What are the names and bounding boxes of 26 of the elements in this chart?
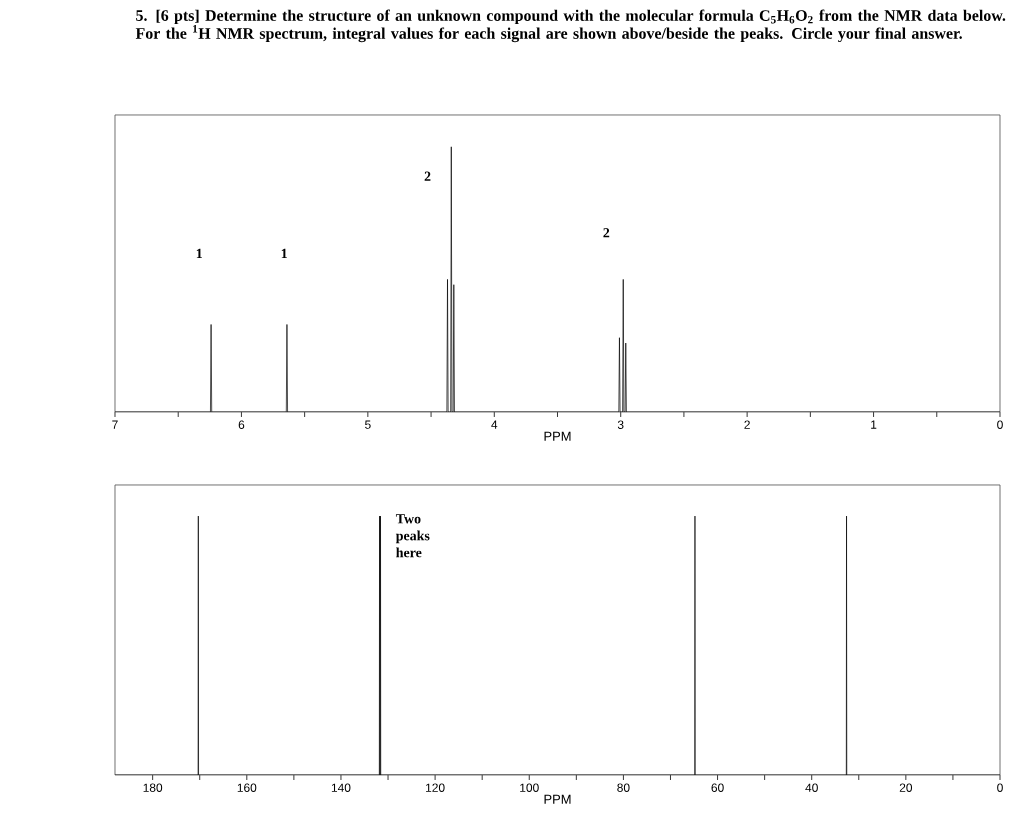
x-tick-label: 7: [112, 420, 118, 429]
annotation: Two peaks here: [395, 514, 430, 558]
x-tick-label: 2: [744, 420, 750, 429]
x-axis-title: PPM: [544, 431, 571, 441]
annotation: 1: [281, 248, 287, 259]
chart-title: 5. [6 pts] Determine the structure of an unknown compound with the molecular formula C$_{5}$H$_{6}$O$_{2}$ from the NMR data below. For the $^{1}$H NMR spectrum, integral values for each signal are shown above/beside the peaks. Circle your final answer.: [135, 9, 1006, 43]
x-tick-label: 0: [997, 420, 1003, 429]
x-tick-label: 60: [711, 783, 724, 792]
annotation: 2: [603, 228, 610, 238]
annotation: 1: [196, 248, 202, 259]
x-tick-label: 40: [805, 783, 818, 792]
x-tick-label: 140: [331, 783, 351, 792]
x-tick-label: 80: [617, 783, 630, 792]
x-tick-label: 100: [520, 783, 539, 792]
x-tick-label: 20: [899, 783, 913, 792]
x-tick-label: 120: [426, 783, 445, 792]
x-tick-label: 4: [491, 420, 498, 429]
x-tick-label: 160: [237, 783, 257, 792]
x-tick-label: 6: [238, 420, 245, 429]
x-tick-label: 0: [997, 783, 1003, 792]
x-tick-label: 5: [365, 420, 371, 429]
x-tick-label: 180: [143, 783, 163, 792]
annotation: 2: [424, 171, 431, 181]
x-axis-title: PPM: [544, 794, 571, 804]
x-tick-label: 3: [617, 420, 624, 429]
x-tick-label: 1: [871, 420, 877, 429]
